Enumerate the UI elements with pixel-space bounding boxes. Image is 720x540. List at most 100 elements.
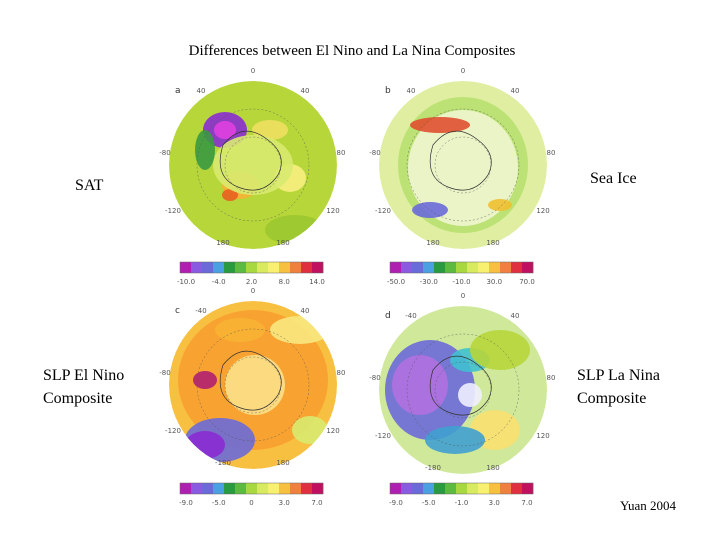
longitude-label: -80 — [159, 149, 170, 157]
colorbar-label: 14.0 — [309, 278, 325, 286]
colorbar-segment — [202, 483, 214, 494]
longitude-label: -40 — [195, 307, 206, 315]
colorbar-segment — [301, 483, 313, 494]
map-panel: d 0 -40 40 -80 80 -120 120 -180 180 -9.0 -5.0 -1.0 3.… — [369, 292, 555, 507]
colorbar-label: -5.0 — [422, 499, 436, 507]
longitude-label: 0 — [461, 67, 465, 75]
colorbar-label: 3.0 — [279, 499, 290, 507]
colorbar-label: 70.0 — [519, 278, 535, 286]
longitude-label: -120 — [375, 432, 391, 440]
longitude-label: 80 — [337, 369, 346, 377]
latitude-circle — [406, 108, 520, 222]
longitude-label: 120 — [326, 207, 339, 215]
longitude-label: 180 — [276, 459, 289, 467]
credit: Yuan 2004 — [620, 498, 676, 513]
colorbar-label: -9.0 — [389, 499, 403, 507]
colorbar-segment — [235, 483, 247, 494]
colorbar-segment — [423, 483, 435, 494]
map-region — [215, 318, 265, 342]
colorbar-segment — [257, 262, 269, 273]
longitude-label: 40 — [511, 312, 520, 320]
colorbar-segment — [522, 262, 534, 273]
colorbar-frame — [179, 482, 324, 495]
longitude-label: 40 — [511, 87, 520, 95]
colorbar-segment — [257, 483, 269, 494]
colorbar-segment — [511, 262, 523, 273]
panel-letter: b — [385, 86, 391, 96]
colorbar-label: 8.0 — [279, 278, 290, 286]
longitude-label: -120 — [165, 207, 181, 215]
map-panel: b 0 40 40 -80 80 -120 120 180 180 -50.0 -30.0 -10.0 3… — [369, 67, 555, 286]
longitude-label: 40 — [301, 307, 310, 315]
colorbar-segment — [489, 483, 501, 494]
latitude-circle — [406, 333, 520, 447]
map-region — [213, 135, 293, 195]
latitude-circle — [196, 328, 310, 442]
colorbar-segment — [246, 262, 258, 273]
colorbar-label: -4.0 — [212, 278, 226, 286]
colorbar-segment — [467, 262, 479, 273]
colorbar-label: 0 — [249, 499, 253, 507]
panel-letter: a — [175, 86, 181, 96]
longitude-label: 40 — [197, 87, 206, 95]
longitude-label: 0 — [251, 287, 255, 295]
colorbar-segment — [279, 262, 291, 273]
antarctica-outline — [429, 130, 492, 191]
colorbar-segment — [213, 262, 225, 273]
colorbar-label: -10.0 — [452, 278, 470, 286]
colorbar-segment — [434, 483, 446, 494]
colorbar-segment — [445, 483, 457, 494]
colorbar-label: -10.0 — [177, 278, 195, 286]
polar-map — [379, 306, 547, 474]
polar-map — [379, 81, 547, 249]
map-region — [222, 189, 238, 201]
latitude-circle — [196, 108, 310, 222]
longitude-label: -80 — [369, 149, 380, 157]
colorbar-segment — [500, 483, 512, 494]
longitude-label: -80 — [159, 369, 170, 377]
colorbar-segment — [456, 262, 468, 273]
map-region — [412, 202, 448, 218]
colorbar-segment — [489, 262, 501, 273]
map-region — [470, 330, 530, 370]
longitude-label: -120 — [165, 427, 181, 435]
colorbar-label: -5.0 — [212, 499, 226, 507]
colorbar-segment — [301, 262, 313, 273]
colorbar-segment — [246, 483, 258, 494]
map-panel: c 0 -40 40 -80 80 -120 120 -180 180 -9.0 -5.0 0 3.0 7.… — [159, 287, 345, 507]
colorbar-segment — [500, 262, 512, 273]
colorbar-segment — [191, 262, 203, 273]
colorbar-segment — [478, 262, 490, 273]
panels: a 0 40 40 -80 80 -120 120 180 180 -10.0 -4.0 2.0 8.0 1… — [159, 67, 555, 507]
colorbar-segment — [180, 483, 192, 494]
longitude-label: -180 — [215, 459, 231, 467]
colorbar-label: -30.0 — [420, 278, 438, 286]
colorbar-segment — [478, 483, 490, 494]
colorbar-segment — [290, 483, 302, 494]
antarctica-outline — [219, 130, 282, 191]
map-region — [214, 121, 236, 139]
longitude-label: 40 — [301, 87, 310, 95]
colorbar-segment — [180, 262, 192, 273]
longitude-label: 180 — [426, 239, 439, 247]
colorbar-segment — [268, 262, 280, 273]
colorbar-segment — [312, 483, 324, 494]
colorbar-segment — [467, 483, 479, 494]
longitude-label: 80 — [337, 149, 346, 157]
antarctica-outline — [429, 355, 492, 416]
longitude-label: 80 — [547, 374, 556, 382]
map-region — [410, 117, 470, 133]
panel-letter: d — [385, 311, 391, 321]
map-region — [392, 355, 448, 415]
longitude-label: 40 — [407, 87, 416, 95]
slp-la-nina-label: Composite — [577, 390, 646, 407]
slp-el-nino-label: SLP El Nino — [43, 367, 124, 384]
colorbar-segment — [390, 483, 402, 494]
slp-la-nina-label: SLP La Nina — [577, 367, 660, 384]
colorbar-label: -9.0 — [179, 499, 193, 507]
longitude-label: -80 — [369, 374, 380, 382]
longitude-label: 0 — [461, 292, 465, 300]
colorbar-segment — [279, 483, 291, 494]
